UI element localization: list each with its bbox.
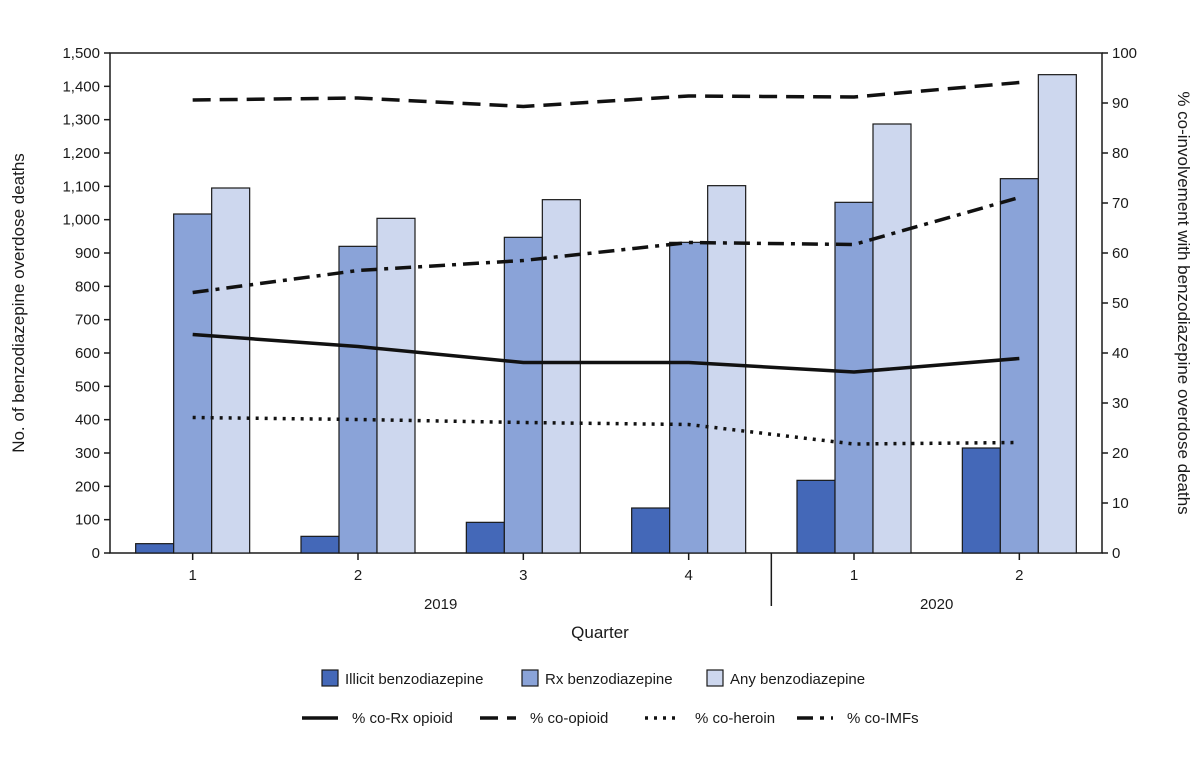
y2-tick-label: 60 [1112,245,1129,262]
legend-swatch [321,669,339,687]
bar-2-4 [872,123,912,554]
x-tick-label: 1 [188,567,196,584]
year-label: 2020 [920,596,953,613]
x-tick-label: 2 [354,567,362,584]
bar-2-3 [707,185,747,554]
y2-tick-label: 80 [1112,145,1129,162]
bar-2-5 [1037,74,1077,554]
bar-1-1 [338,245,378,554]
line-series-group [192,80,1020,446]
y-tick-label: 300 [75,445,100,462]
y2-tick-label: 100 [1112,45,1137,62]
y-tick-label: 1,300 [62,112,100,129]
y-tick-label: 600 [75,345,100,362]
y-tick-label: 200 [75,478,100,495]
y-tick-label: 1,000 [62,212,100,229]
bar-0-0 [135,543,175,554]
line-2 [192,415,1020,446]
bar-2-1 [376,217,416,554]
x-axis-title: Quarter [571,623,629,642]
y-tick-label: 900 [75,245,100,262]
line-3 [192,195,1020,295]
legend-label: % co-Rx opioid [352,710,453,727]
plot-border [109,52,1103,554]
y2-tick-label: 20 [1112,445,1129,462]
x-tick-label: 3 [519,567,527,584]
bar-1-4 [834,201,874,554]
y2-tick-label: 90 [1112,95,1129,112]
y-tick-label: 500 [75,378,100,395]
year-label: 2019 [424,596,457,613]
y-tick-label: 1,500 [62,45,100,62]
y-tick-label: 1,200 [62,145,100,162]
bar-1-0 [173,213,213,554]
bar-0-5 [961,447,1001,554]
y2-tick-label: 30 [1112,395,1129,412]
y-tick-label: 700 [75,312,100,329]
legend-label: Illicit benzodiazepine [345,671,483,688]
x-tick-label: 2 [1015,567,1023,584]
y-tick-label: 100 [75,512,100,529]
bar-0-2 [465,521,505,554]
plot-area [109,52,1103,554]
x-tick-label: 1 [850,567,858,584]
bar-0-1 [300,535,340,554]
bar-0-3 [631,507,671,554]
bar-2-0 [211,187,251,554]
y2-tick-label: 70 [1112,195,1129,212]
line-0 [192,332,1020,374]
legend-swatch [521,669,539,687]
y-tick-label: 1,100 [62,178,100,195]
legend: Illicit benzodiazepine Rx benzodiazepine A… [302,669,919,727]
y-tick-label: 1,400 [62,78,100,95]
legend-label: Rx benzodiazepine [545,671,673,688]
bar-0-4 [796,479,836,554]
line-1 [192,80,1020,109]
y-tick-label: 400 [75,412,100,429]
y-tick-label: 800 [75,278,100,295]
bar-1-2 [503,236,543,554]
y-axis-title: No. of benzodiazepine overdose deaths [9,153,28,453]
x-tick-label: 4 [684,567,692,584]
y2-tick-label: 40 [1112,345,1129,362]
y2-tick-label: 50 [1112,295,1129,312]
y2-tick-label: 10 [1112,495,1129,512]
y2-tick-label: 0 [1112,545,1120,562]
bar-series-group [135,74,1077,554]
legend-label: % co-IMFs [847,710,919,727]
axes-group: 01002003004005006007008009001,0001,1001,… [62,45,1137,613]
bar-1-5 [999,178,1039,554]
bar-2-2 [541,199,581,554]
y-tick-label: 0 [92,545,100,562]
legend-label: % co-opioid [530,710,608,727]
bar-1-3 [669,241,709,554]
legend-label: Any benzodiazepine [730,671,865,688]
legend-label: % co-heroin [695,710,775,727]
y2-axis-title: % co-involvement with benzodiazepine ove… [1174,91,1193,514]
legend-swatch [706,669,724,687]
